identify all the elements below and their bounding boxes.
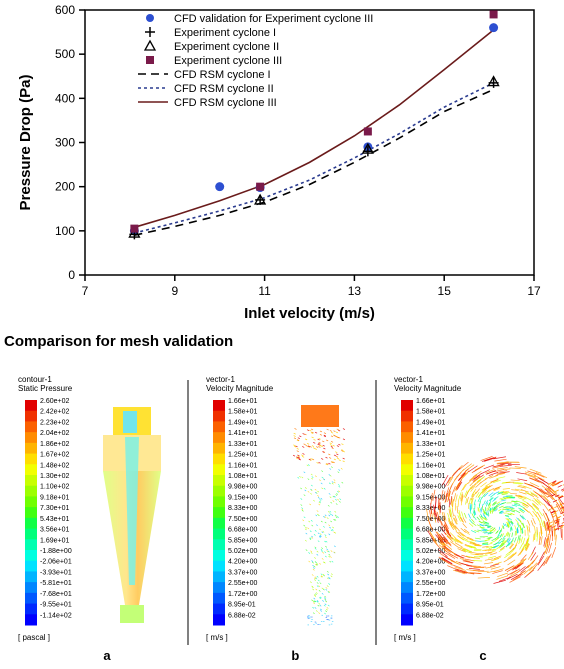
svg-text:CFD RSM cyclone II: CFD RSM cyclone II [174,83,274,95]
svg-text:1.72e+00: 1.72e+00 [416,591,445,598]
svg-text:6.68e+00: 6.68e+00 [228,527,257,534]
svg-text:1.33e+01: 1.33e+01 [416,441,445,448]
svg-text:1.67e+02: 1.67e+02 [40,452,69,459]
svg-text:-3.93e+01: -3.93e+01 [40,569,72,576]
svg-text:1.69e+01: 1.69e+01 [40,537,69,544]
svg-text:Experiment cyclone I: Experiment cyclone I [174,27,276,39]
svg-text:CFD RSM cyclone III: CFD RSM cyclone III [174,97,277,109]
svg-text:-1.88e+00: -1.88e+00 [40,548,72,555]
svg-text:1.25e+01: 1.25e+01 [228,452,257,459]
svg-text:15: 15 [438,284,452,298]
svg-text:0: 0 [68,268,75,282]
svg-text:1.49e+01: 1.49e+01 [416,419,445,426]
svg-text:7: 7 [82,284,89,298]
svg-text:8.95e-01: 8.95e-01 [416,602,444,609]
svg-text:Velocity Magnitude: Velocity Magnitude [394,384,462,393]
svg-text:1.16e+01: 1.16e+01 [416,462,445,469]
svg-text:5.85e+00: 5.85e+00 [228,537,257,544]
svg-text:-9.55e+01: -9.55e+01 [40,602,72,609]
svg-text:Static Pressure: Static Pressure [18,384,73,393]
svg-text:1.66e+01: 1.66e+01 [416,398,445,405]
svg-text:8.33e+00: 8.33e+00 [228,505,257,512]
chart-svg: 7 9 11 13 15 17 0 100 200 300 400 500 600 Inlet veloc… [10,0,554,330]
svg-text:-5.81e+01: -5.81e+01 [40,580,72,587]
svg-text:1.86e+02: 1.86e+02 [40,441,69,448]
svg-text:CFD RSM cyclone I: CFD RSM cyclone I [174,69,271,81]
svg-text:c: c [479,648,486,663]
pressure-drop-chart: 7 9 11 13 15 17 0 100 200 300 400 500 600 Inlet veloc… [10,0,554,330]
svg-text:1.33e+01: 1.33e+01 [228,441,257,448]
svg-text:2.04e+02: 2.04e+02 [40,430,69,437]
svg-text:9.15e+00: 9.15e+00 [228,494,257,501]
svg-text:1.08e+01: 1.08e+01 [228,473,257,480]
svg-text:4.20e+00: 4.20e+00 [416,559,445,566]
svg-text:-7.68e+01: -7.68e+01 [40,591,72,598]
svg-text:contour-1: contour-1 [18,375,52,384]
svg-text:6.88e-02: 6.88e-02 [228,612,256,619]
svg-text:-1.14e+02: -1.14e+02 [40,612,72,619]
svg-text:6.88e-02: 6.88e-02 [416,612,444,619]
svg-text:11: 11 [258,284,271,298]
svg-text:9: 9 [171,284,178,298]
svg-text:2.60e+02: 2.60e+02 [40,398,69,405]
svg-text:vector-1: vector-1 [394,375,423,384]
svg-text:2.55e+00: 2.55e+00 [228,580,257,587]
svg-text:1.10e+02: 1.10e+02 [40,484,69,491]
svg-text:1.66e+01: 1.66e+01 [228,398,257,405]
svg-text:Inlet velocity (m/s): Inlet velocity (m/s) [244,305,375,322]
svg-text:1.58e+01: 1.58e+01 [228,409,257,416]
svg-text:5.43e+01: 5.43e+01 [40,516,69,523]
svg-text:3.37e+00: 3.37e+00 [416,569,445,576]
svg-text:9.98e+00: 9.98e+00 [416,484,445,491]
svg-text:1.58e+01: 1.58e+01 [416,409,445,416]
svg-text:Pressure Drop (Pa): Pressure Drop (Pa) [17,75,34,211]
svg-text:-2.06e+01: -2.06e+01 [40,559,72,566]
svg-text:2.23e+02: 2.23e+02 [40,419,69,426]
svg-text:1.25e+01: 1.25e+01 [416,452,445,459]
svg-text:[ m/s ]: [ m/s ] [206,633,228,642]
svg-text:13: 13 [348,284,362,298]
svg-text:Experiment cyclone III: Experiment cyclone III [174,55,282,67]
svg-text:400: 400 [55,91,75,105]
svg-text:1.41e+01: 1.41e+01 [228,430,257,437]
svg-text:1.08e+01: 1.08e+01 [416,473,445,480]
svg-text:1.48e+02: 1.48e+02 [40,462,69,469]
svg-text:1.72e+00: 1.72e+00 [228,591,257,598]
svg-text:1.49e+01: 1.49e+01 [228,419,257,426]
svg-text:7.50e+00: 7.50e+00 [228,516,257,523]
svg-text:200: 200 [55,180,75,194]
svg-text:100: 100 [55,224,75,238]
svg-text:Velocity Magnitude: Velocity Magnitude [206,384,274,393]
svg-text:3.37e+00: 3.37e+00 [228,569,257,576]
svg-text:2.55e+00: 2.55e+00 [416,580,445,587]
svg-text:300: 300 [55,136,75,150]
svg-text:5.02e+00: 5.02e+00 [228,548,257,555]
section-title: Comparison for mesh validation [4,333,233,350]
svg-text:1.41e+01: 1.41e+01 [416,430,445,437]
svg-text:CFD validation for Experiment: CFD validation for Experiment cyclone II… [174,13,373,25]
contour-panels: contour-1Static Pressure 2.60e+02 2.42e+02… [0,360,564,669]
svg-text:500: 500 [55,47,75,61]
page: 7 9 11 13 15 17 0 100 200 300 400 500 600 Inlet veloc… [0,0,564,669]
svg-text:17: 17 [527,284,541,298]
svg-text:9.98e+00: 9.98e+00 [228,484,257,491]
svg-text:600: 600 [55,3,75,17]
svg-text:[ m/s ]: [ m/s ] [394,633,416,642]
svg-text:a: a [103,648,111,663]
svg-text:3.56e+01: 3.56e+01 [40,527,69,534]
svg-text:1.16e+01: 1.16e+01 [228,462,257,469]
svg-text:1.30e+02: 1.30e+02 [40,473,69,480]
svg-text:[ pascal ]: [ pascal ] [18,633,50,642]
svg-text:9.18e+01: 9.18e+01 [40,494,69,501]
svg-text:vector-1: vector-1 [206,375,235,384]
svg-text:b: b [291,648,299,663]
svg-text:8.95e-01: 8.95e-01 [228,602,256,609]
svg-text:4.20e+00: 4.20e+00 [228,559,257,566]
svg-text:Experiment cyclone II: Experiment cyclone II [174,41,279,53]
svg-text:2.42e+02: 2.42e+02 [40,409,69,416]
svg-text:7.30e+01: 7.30e+01 [40,505,69,512]
panels-svg: contour-1Static Pressure 2.60e+02 2.42e+02… [0,360,564,669]
